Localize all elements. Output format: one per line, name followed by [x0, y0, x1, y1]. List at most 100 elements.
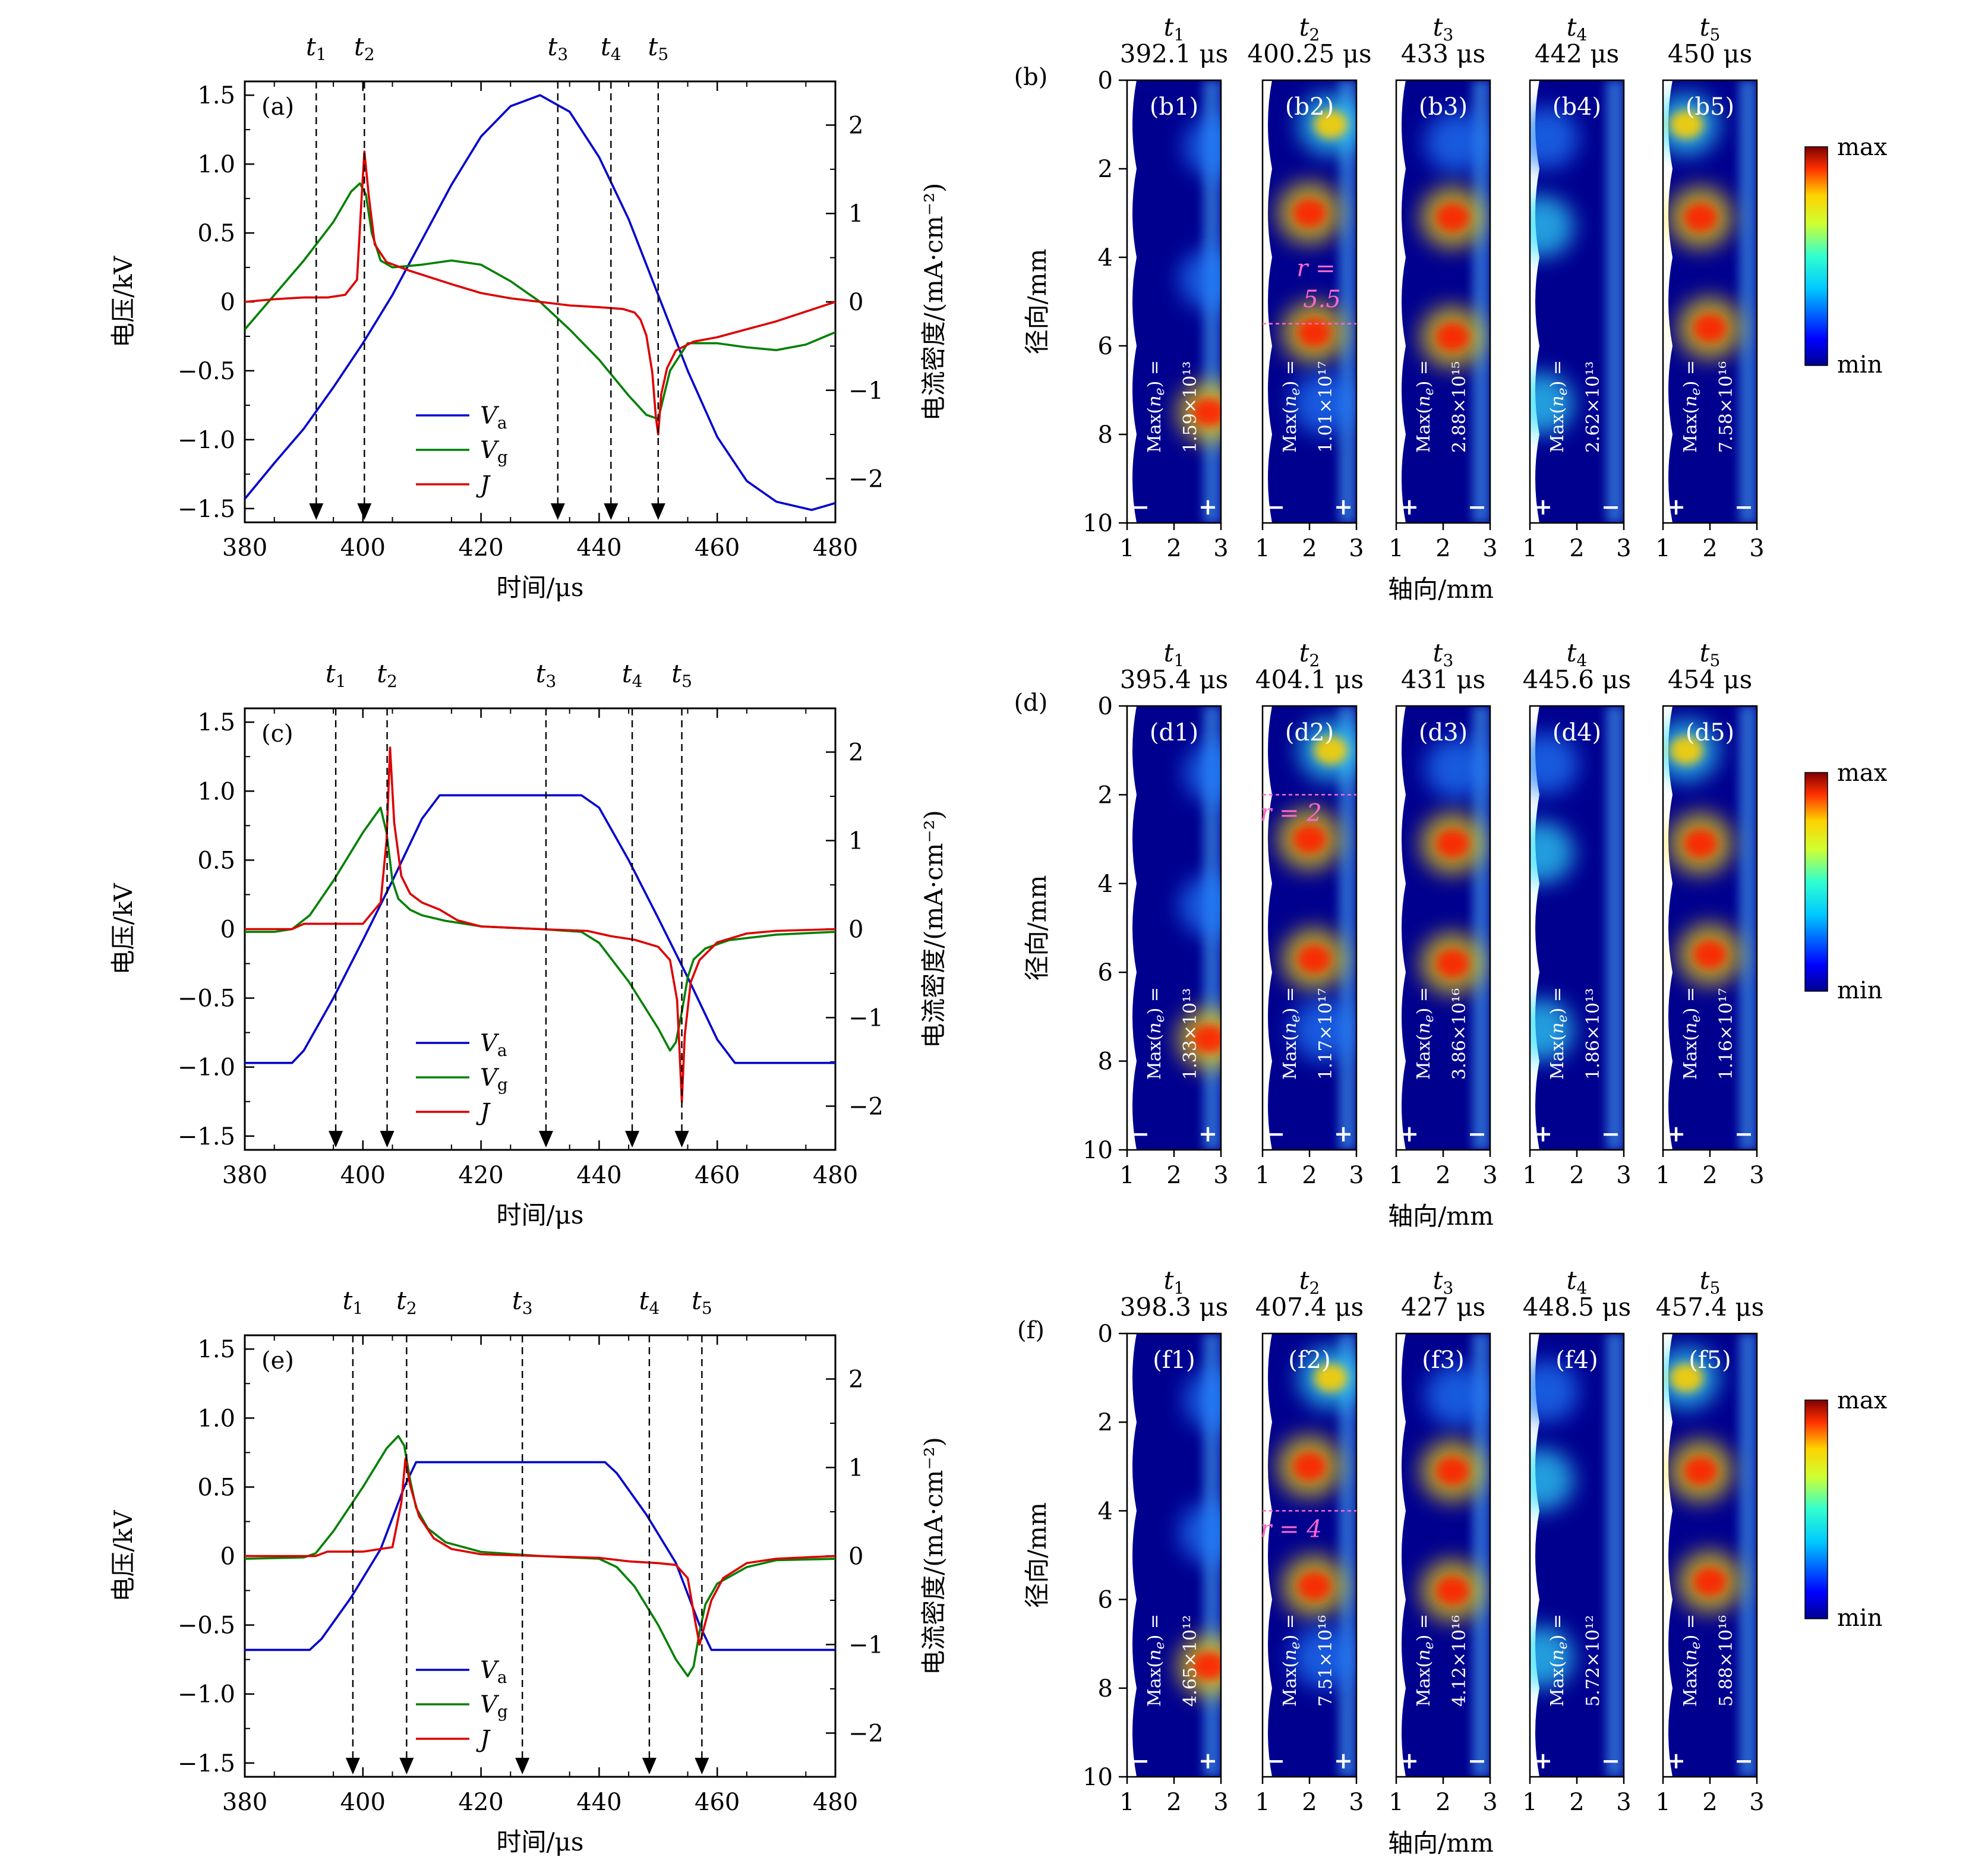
x-tick-label: 2	[1435, 535, 1450, 562]
y-tick-label: 0	[220, 1543, 235, 1571]
field-blob-outer	[1530, 733, 1579, 795]
y-tick-label: −1.0	[178, 1681, 235, 1708]
subplot-time-value: 433 μs	[1401, 39, 1485, 68]
field-blob-core	[1192, 1024, 1221, 1054]
max-density-value: 5.72×10¹²	[1583, 1615, 1604, 1707]
x-tick-label: 420	[458, 1162, 503, 1189]
field-blob-core	[1314, 1363, 1348, 1392]
legend-label-J: J	[476, 1099, 491, 1126]
polarity-right: +	[1334, 1120, 1353, 1147]
field-blob-core	[1297, 1572, 1331, 1601]
x-tick-label: 3	[1616, 1162, 1631, 1189]
subplot-time-value: 431 μs	[1401, 665, 1485, 694]
max-density-label: Max(ne) = 3.86×10¹⁶	[1413, 987, 1470, 1080]
max-density-prefix: Max(ne) =	[1547, 360, 1570, 453]
panel-label: (d)	[1014, 689, 1048, 717]
dielectric-wall	[1127, 1333, 1137, 1777]
field-blob-core	[1293, 825, 1326, 854]
polarity-left: +	[1533, 1747, 1552, 1774]
subplot-field	[1530, 80, 1624, 523]
field-blob-outer	[1425, 1364, 1490, 1427]
field-blob-outer	[1291, 1626, 1356, 1688]
polarity-left: +	[1667, 1120, 1686, 1147]
field-glow	[1606, 80, 1624, 523]
subplot-field	[1263, 706, 1356, 1150]
y-tick-label: −0.5	[178, 358, 235, 385]
x-tick-label: 440	[576, 1789, 621, 1816]
subplot-tag: (f5)	[1689, 1347, 1731, 1374]
polarity-right: +	[1198, 1120, 1217, 1147]
marker-label-t1: t1	[326, 659, 346, 691]
dielectric-wall	[1263, 706, 1272, 1150]
max-density-prefix: Max(ne) =	[1280, 987, 1303, 1080]
x-tick-label: 1	[1389, 1789, 1403, 1816]
field-blob-core	[1670, 110, 1703, 139]
field-glow	[1739, 706, 1757, 1150]
subplot-tag: (d5)	[1686, 719, 1734, 746]
subplot-time-marker: t1	[1164, 1266, 1185, 1298]
colorbar-max-label: max	[1837, 134, 1888, 161]
marker-label-t2: t2	[354, 32, 375, 64]
y-tick-label: 0	[1098, 1320, 1113, 1348]
field-glow	[1339, 1333, 1356, 1777]
x-tick-label: 2	[1702, 535, 1717, 562]
max-density-label: Max(ne) = 1.86×10¹³	[1547, 987, 1604, 1080]
x-tick-label: 2	[1569, 1162, 1584, 1189]
subplot-tag: (f2)	[1288, 1347, 1330, 1374]
x-tick-label: 1	[1522, 1789, 1537, 1816]
x-tick-label: 3	[1749, 1162, 1764, 1189]
subplot-time-value: 400.25 μs	[1247, 39, 1371, 68]
dielectric-wall	[1663, 80, 1673, 523]
max-density-label: Max(ne) = 1.01×10¹⁷	[1280, 360, 1336, 453]
series-line-Va	[245, 94, 835, 511]
legend-label-J: J	[476, 471, 491, 499]
series-line-Va	[245, 794, 835, 1064]
x-tick-label: 420	[458, 1789, 503, 1816]
x-tick-label: 2	[1702, 1789, 1717, 1816]
x-tick-label: 380	[222, 1162, 267, 1189]
field-blob-outer	[1179, 248, 1221, 311]
max-density-prefix: Max(ne) =	[1547, 987, 1570, 1080]
field-glow	[1339, 706, 1356, 1150]
y2-tick-label: 2	[848, 1366, 863, 1394]
field-blob-outer	[1291, 372, 1356, 434]
marker-arrow-t4	[625, 1131, 640, 1147]
legend-label-Va: Va	[480, 402, 507, 433]
x-axis-label: 轴向/mm	[1388, 1829, 1494, 1858]
field-blob-outer	[1530, 821, 1574, 884]
marker-label-t2: t2	[396, 1286, 417, 1318]
x-tick-label: 2	[1702, 1162, 1717, 1189]
field-blob-outer	[1530, 1626, 1574, 1688]
subplot-time-value: 454 μs	[1668, 665, 1752, 694]
subplot-time-marker: t5	[1700, 12, 1721, 45]
dielectric-wall	[1396, 1333, 1406, 1777]
x-axis-label: 轴向/mm	[1388, 1202, 1494, 1231]
y2-tick-label: 2	[848, 739, 863, 767]
y-tick-label: 10	[1083, 1764, 1113, 1791]
x-tick-label: 1	[1522, 1162, 1537, 1189]
subplot-time-marker: t5	[1700, 1266, 1721, 1298]
subplot-field	[1263, 1333, 1356, 1777]
legend-label-Va: Va	[480, 1030, 507, 1060]
marker-arrow-t3	[550, 503, 565, 520]
subplot-time-marker: t4	[1567, 1266, 1588, 1298]
x-tick-label: 2	[1166, 1162, 1181, 1189]
y2-tick-label: −1	[848, 1631, 883, 1659]
field-blob-core	[1314, 110, 1348, 139]
x-axis-label: 时间/μs	[496, 573, 583, 602]
x-axis-label: 时间/μs	[496, 1827, 583, 1856]
field-blob-outer	[1184, 115, 1221, 178]
max-density-value: 2.62×10¹³	[1583, 361, 1604, 453]
y2-tick-label: −2	[848, 1720, 883, 1747]
polarity-left: +	[1400, 1747, 1419, 1774]
subplot-tag: (d2)	[1285, 719, 1334, 746]
field-blob-core	[1693, 940, 1727, 969]
subplot-time-marker: t3	[1433, 638, 1454, 670]
field-glow	[1339, 80, 1356, 523]
y-tick-label: 4	[1098, 244, 1113, 272]
